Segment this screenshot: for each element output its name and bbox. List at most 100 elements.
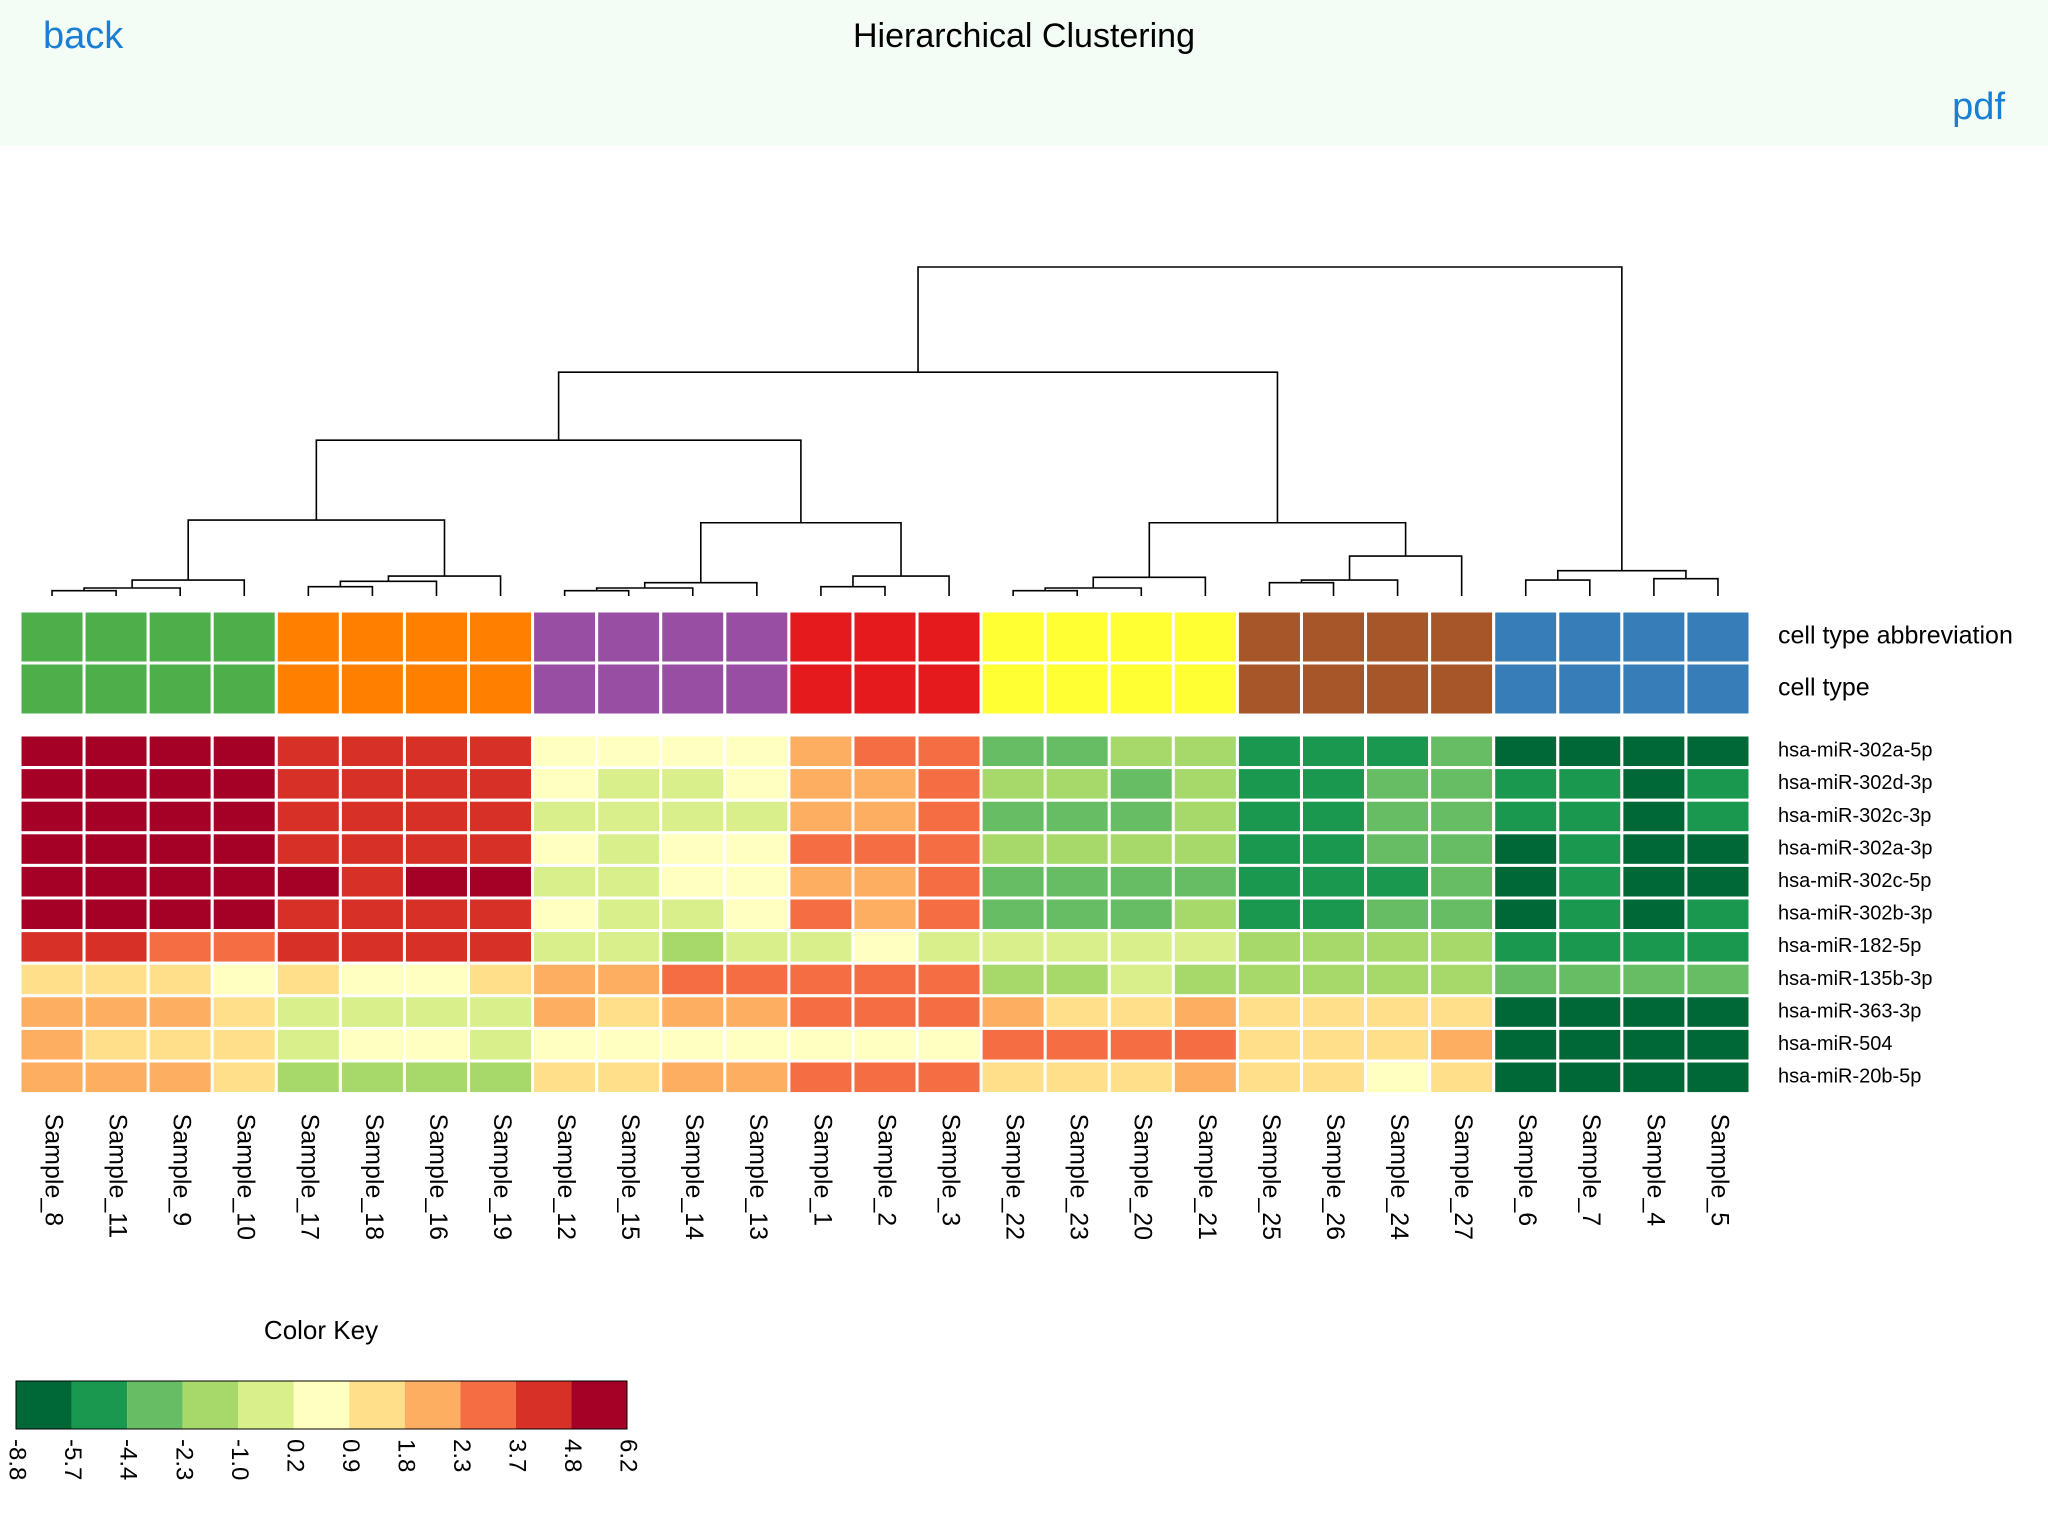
heatmap-cell — [1684, 1026, 1752, 1063]
annotation-cell — [1299, 661, 1368, 717]
heatmap-cell — [787, 733, 855, 770]
heatmap-cell — [1428, 896, 1496, 933]
dendrogram-link — [557, 371, 1279, 523]
annotation-cell — [210, 661, 278, 717]
heatmap-cell — [1620, 831, 1688, 867]
heatmap-cell — [659, 831, 727, 867]
dendrogram-link — [307, 585, 374, 596]
heatmap-cell — [915, 798, 983, 835]
heatmap-cell — [274, 831, 342, 867]
annotation-cell — [1428, 661, 1496, 717]
heatmap-cell — [1428, 929, 1496, 965]
annotation-cell — [851, 661, 919, 717]
heatmap-cell — [274, 1059, 342, 1096]
heatmap-cell — [979, 1026, 1047, 1063]
heatmap-cell — [595, 863, 663, 900]
heatmap-cell — [1428, 1026, 1496, 1063]
heatmap-cell — [787, 896, 855, 933]
heatmap-cell — [595, 766, 663, 802]
heatmap-cell — [659, 733, 727, 770]
heatmap-cell — [1684, 1059, 1752, 1096]
dendrogram-link — [1524, 579, 1591, 596]
heatmap-cell — [1364, 831, 1432, 867]
heatmap-cell — [210, 1026, 278, 1063]
back-button[interactable]: back — [43, 15, 124, 57]
heatmap-cell — [402, 863, 471, 900]
color-key-title: Color Key — [264, 1315, 378, 1345]
heatmap-cell — [210, 896, 278, 933]
heatmap-cell — [210, 766, 278, 802]
column-label: Sample_2 — [872, 1114, 900, 1227]
heatmap-cell — [402, 1059, 471, 1096]
heatmap-cell — [659, 1059, 727, 1096]
heatmap-cell — [851, 798, 919, 835]
heatmap-cell — [595, 961, 663, 998]
heatmap-cell — [531, 863, 599, 900]
dendrogram-link — [1012, 589, 1079, 596]
heatmap-cell — [1684, 994, 1752, 1030]
heatmap-cell — [1428, 733, 1496, 770]
heatmap-cell — [82, 733, 150, 770]
annotation-cell — [531, 609, 599, 665]
heatmap-cell — [1299, 1059, 1368, 1096]
heatmap-cell — [659, 863, 727, 900]
heatmap-cell — [146, 1059, 214, 1096]
heatmap-cell — [82, 1026, 150, 1063]
color-key-box — [293, 1381, 350, 1429]
column-label: Sample_25 — [1257, 1114, 1285, 1240]
row-label: hsa-miR-302d-3p — [1778, 772, 1933, 794]
column-label: Sample_23 — [1065, 1114, 1093, 1240]
heatmap-cell — [1043, 1026, 1111, 1063]
heatmap-cell — [1684, 766, 1752, 802]
heatmap-cell — [1620, 994, 1688, 1030]
heatmap-cell — [1620, 766, 1688, 802]
heatmap-cell — [274, 863, 342, 900]
heatmap-cell — [467, 929, 535, 965]
heatmap-cell — [1364, 766, 1432, 802]
annotation-cell — [402, 661, 471, 717]
heatmap-cell — [146, 766, 214, 802]
heatmap-cell — [338, 929, 406, 965]
column-label: Sample_4 — [1641, 1114, 1669, 1227]
heatmap-cell — [210, 733, 278, 770]
heatmap-cell — [467, 863, 535, 900]
dendrogram-link — [187, 519, 446, 581]
heatmap-cell — [1235, 1026, 1303, 1063]
dendrogram-link — [387, 575, 502, 596]
heatmap-cell — [1171, 1059, 1239, 1096]
dendrogram-link — [1044, 587, 1143, 596]
heatmap-cell — [210, 798, 278, 835]
column-label: Sample_5 — [1705, 1114, 1733, 1227]
color-key-tick-label: 0.2 — [281, 1439, 308, 1472]
column-label: Sample_27 — [1449, 1114, 1477, 1240]
heatmap-cell — [467, 1026, 535, 1063]
heatmap-cell — [1492, 863, 1560, 900]
heatmap-cell — [851, 1026, 919, 1063]
column-label: Sample_13 — [744, 1114, 772, 1240]
heatmap-cell — [1299, 994, 1368, 1030]
heatmap-cell — [1299, 798, 1368, 835]
heatmap-cell — [1043, 733, 1111, 770]
annotation-cell — [915, 661, 983, 717]
heatmap-cell — [1107, 961, 1175, 998]
heatmap-cell — [1235, 766, 1303, 802]
column-label: Sample_26 — [1321, 1114, 1349, 1240]
pdf-button[interactable]: pdf — [1952, 86, 2005, 128]
heatmap-cell — [1492, 831, 1560, 867]
annotation-cell — [1235, 661, 1303, 717]
color-key-tick-label: -8.8 — [4, 1439, 31, 1480]
heatmap-cell — [1428, 863, 1496, 900]
annotation-cell — [274, 609, 342, 665]
heatmap-cell — [1299, 1026, 1368, 1063]
heatmap-cell — [1556, 1026, 1624, 1063]
heatmap-cell — [18, 798, 86, 835]
heatmap-cell — [1299, 831, 1368, 867]
heatmap-cell — [1171, 1026, 1239, 1063]
heatmap-cell — [1043, 798, 1111, 835]
heatmap-cell — [787, 994, 855, 1030]
column-label: Sample_19 — [488, 1114, 516, 1240]
annotation-cell — [1299, 609, 1368, 665]
heatmap-cell — [1171, 896, 1239, 933]
heatmap-cell — [1556, 961, 1624, 998]
